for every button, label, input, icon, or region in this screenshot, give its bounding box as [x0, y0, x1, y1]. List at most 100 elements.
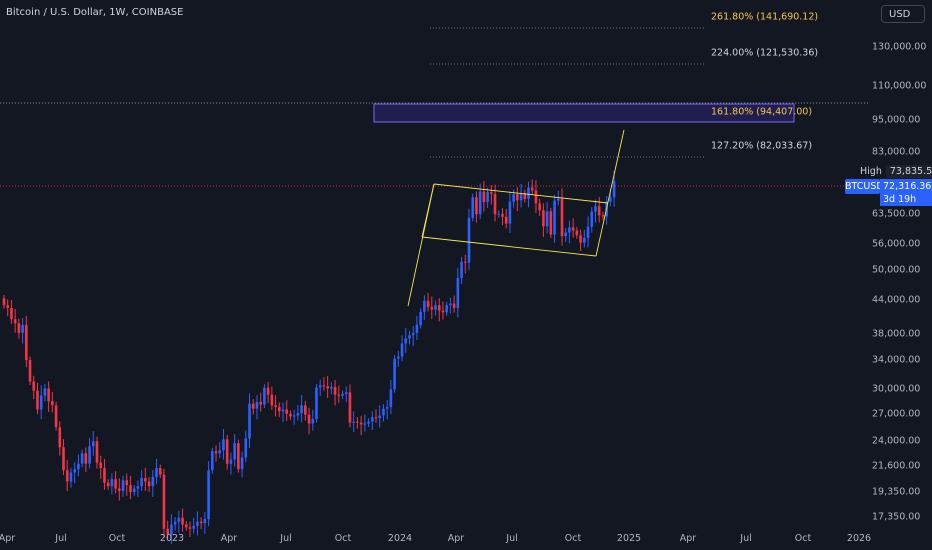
candle-down	[337, 394, 341, 396]
candle-up	[177, 517, 181, 522]
candle-down	[575, 230, 579, 236]
candle-down	[114, 479, 117, 489]
candle-up	[192, 525, 196, 529]
candle-up	[341, 393, 344, 396]
projection-line[interactable]	[595, 129, 625, 257]
candle-down	[65, 470, 69, 482]
candle-up	[207, 470, 210, 520]
candle-up	[330, 386, 333, 389]
candle-up	[344, 392, 348, 394]
candle-up	[255, 401, 259, 409]
candle-up	[471, 197, 475, 218]
candle-down	[62, 447, 65, 471]
drawing-overlays	[0, 27, 870, 307]
candle-up	[382, 408, 385, 416]
candle-down	[560, 198, 564, 237]
candle-up	[155, 468, 158, 477]
candle-down	[214, 451, 218, 454]
candle-down	[482, 191, 486, 203]
last-price-tag: BTCUSD 72,316.36 3d 19h	[845, 179, 932, 208]
price-tick-label: 95,000.00	[872, 114, 921, 126]
price-tick-label: 38,000.00	[872, 328, 921, 340]
target-zone[interactable]	[373, 103, 795, 123]
flagpole-line[interactable]	[407, 183, 435, 307]
candle-down	[501, 213, 504, 217]
bar-countdown: 3d 19h	[880, 193, 932, 206]
candle-down	[237, 443, 240, 470]
candle-up	[218, 450, 222, 454]
price-tick-label: 63,500.00	[872, 208, 921, 220]
candle-up	[110, 479, 114, 487]
candle-up	[80, 453, 84, 464]
candle-up	[393, 358, 396, 390]
price-tick-label: 110,000.00	[872, 80, 927, 92]
candle-down	[359, 422, 363, 425]
candle-down	[516, 194, 519, 201]
candle-up	[594, 206, 597, 212]
candle-up	[244, 438, 248, 458]
high-marker: High 73,835.57	[856, 165, 932, 178]
candle-up	[609, 197, 612, 202]
candle-up	[140, 478, 143, 487]
time-tick-label: Jul	[740, 533, 752, 544]
time-tick-label: 2024	[387, 533, 413, 544]
candle-down	[144, 478, 147, 482]
candle-up	[88, 446, 91, 464]
candle-up	[43, 388, 47, 396]
price-tick-label: 24,000.00	[872, 435, 921, 447]
candle-down	[28, 359, 32, 382]
time-tick-label: Apr	[679, 533, 697, 544]
candle-down	[158, 468, 162, 475]
candle-up	[222, 439, 225, 451]
time-tick-label: Jul	[506, 533, 518, 544]
candle-up	[311, 419, 315, 424]
channel-lower-line[interactable]	[421, 236, 597, 257]
candle-down	[58, 427, 62, 448]
candle-down	[84, 453, 88, 464]
candle-up	[132, 488, 136, 493]
channel-upper-line[interactable]	[433, 183, 609, 204]
fib-level-label: 224.00% (121,530.36)	[711, 47, 819, 59]
candle-up	[612, 181, 616, 198]
time-tick-label: 2026	[846, 533, 872, 544]
candle-down	[579, 235, 582, 243]
candle-up	[404, 338, 408, 344]
time-tick-label: Oct	[334, 533, 352, 544]
candle-down	[13, 319, 17, 324]
candle-down	[106, 482, 110, 487]
candle-up	[211, 451, 214, 471]
time-tick-label: Apr	[220, 533, 238, 544]
time-tick-label: Oct	[108, 533, 126, 544]
currency-selector[interactable]: USD	[881, 5, 925, 23]
candlestick-series	[2, 170, 616, 544]
candle-up	[363, 423, 367, 425]
candle-up	[419, 311, 422, 326]
candle-down	[542, 210, 545, 227]
candle-up	[508, 201, 512, 224]
price-tick-label: 44,000.00	[872, 294, 921, 306]
candle-up	[370, 417, 374, 422]
candle-up	[300, 405, 303, 413]
candle-up	[352, 421, 355, 423]
candle-down	[452, 303, 456, 308]
candle-down	[437, 305, 441, 311]
time-tick-label: Apr	[0, 533, 16, 544]
candle-up	[233, 443, 236, 460]
candle-down	[534, 190, 538, 204]
candle-up	[315, 387, 318, 420]
time-tick-label: 2023	[159, 533, 185, 544]
candle-down	[597, 206, 601, 216]
candle-down	[99, 462, 103, 469]
candle-down	[523, 193, 527, 199]
candle-up	[73, 469, 76, 473]
candle-down	[199, 521, 203, 524]
fib-level-label: 261.80% (141,690.12)	[711, 11, 819, 23]
candle-up	[512, 194, 515, 202]
candle-up	[281, 409, 285, 412]
candle-up	[449, 303, 452, 306]
candle-down	[463, 261, 467, 263]
candle-up	[229, 459, 233, 464]
candle-up	[173, 521, 177, 525]
price-tick-label: 30,000.00	[872, 383, 921, 395]
